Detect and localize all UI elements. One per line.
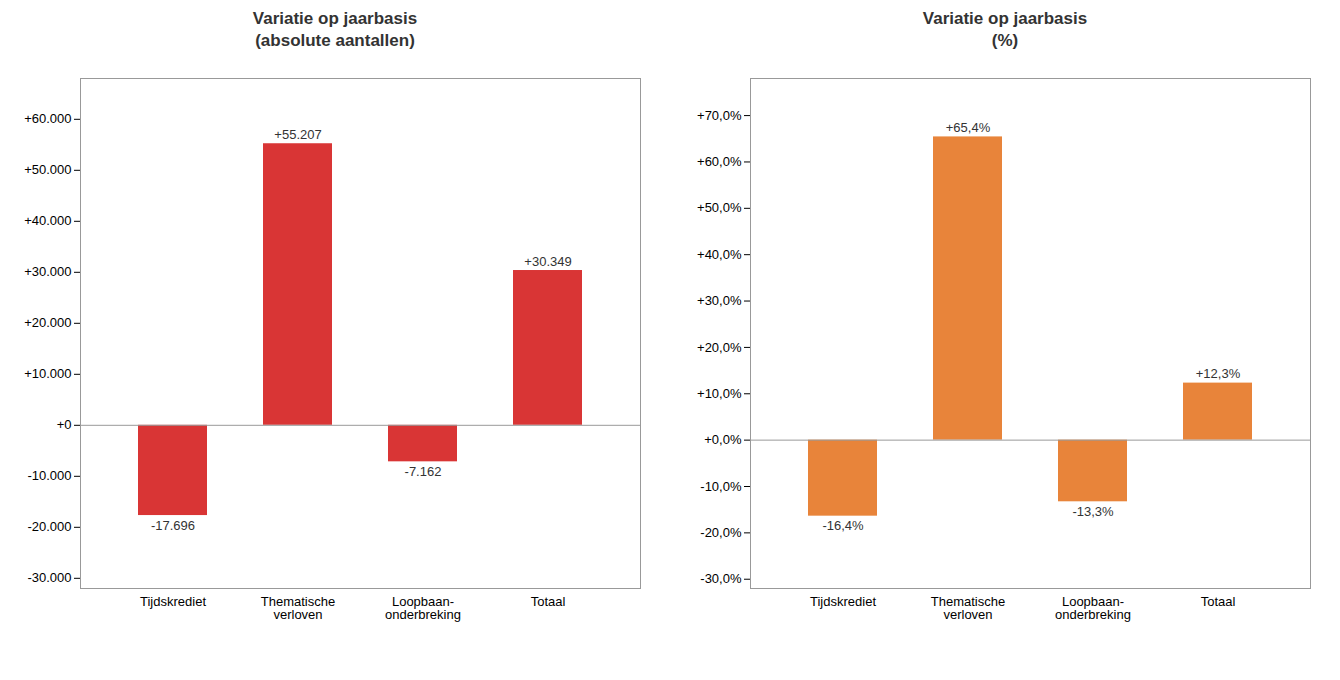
svg-text:-17.696: -17.696 <box>151 518 195 533</box>
svg-text:-7.162: -7.162 <box>405 464 442 479</box>
svg-text:Tijdskrediet: Tijdskrediet <box>810 594 876 609</box>
svg-text:+50.000: +50.000 <box>24 162 71 177</box>
svg-text:+50,0%: +50,0% <box>697 200 742 215</box>
svg-text:-16,4%: -16,4% <box>822 518 864 533</box>
svg-text:Loopbaan-onderbreking: Loopbaan-onderbreking <box>385 594 461 622</box>
svg-text:Totaal: Totaal <box>531 594 566 609</box>
svg-text:+20,0%: +20,0% <box>697 340 742 355</box>
svg-text:+30.000: +30.000 <box>24 264 71 279</box>
svg-text:Thematischeverloven: Thematischeverloven <box>931 594 1005 622</box>
svg-text:Tijdskrediet: Tijdskrediet <box>140 594 206 609</box>
svg-text:+30,0%: +30,0% <box>697 293 742 308</box>
svg-text:+12,3%: +12,3% <box>1196 366 1241 381</box>
svg-text:-13,3%: -13,3% <box>1072 504 1114 519</box>
svg-text:-10.000: -10.000 <box>27 468 71 483</box>
svg-text:Thematischeverloven: Thematischeverloven <box>261 594 335 622</box>
html-text:Variatie op jaarbasis (%): Variatie op jaarbasis (%) <box>922 9 1088 50</box>
svg-text:+10.000: +10.000 <box>24 366 71 381</box>
svg-text:-30,0%: -30,0% <box>700 571 742 586</box>
svg-text:-20,0%: -20,0% <box>700 525 742 540</box>
svg-text:+40,0%: +40,0% <box>697 247 742 262</box>
svg-text:+0,0%: +0,0% <box>704 432 742 447</box>
svg-text:+40.000: +40.000 <box>24 213 71 228</box>
svg-text:+10,0%: +10,0% <box>697 386 742 401</box>
svg-text:+30.349: +30.349 <box>524 254 571 269</box>
svg-text:+65,4%: +65,4% <box>946 120 991 135</box>
svg-text:Loopbaan-onderbreking: Loopbaan-onderbreking <box>1055 594 1131 622</box>
svg-text:-20.000: -20.000 <box>27 519 71 534</box>
svg-text:+20.000: +20.000 <box>24 315 71 330</box>
svg-text:-30.000: -30.000 <box>27 570 71 585</box>
svg-text:+55.207: +55.207 <box>274 127 321 142</box>
svg-text:+60.000: +60.000 <box>24 111 71 126</box>
svg-text:-10,0%: -10,0% <box>700 479 742 494</box>
svg-text:+60,0%: +60,0% <box>697 154 742 169</box>
svg-text:Totaal: Totaal <box>1201 594 1236 609</box>
svg-text:+0: +0 <box>57 417 72 432</box>
html-text:Variatie op jaarbasis (absolut: Variatie op jaarbasis (absolute aantalle… <box>252 9 418 50</box>
svg-text:+70,0%: +70,0% <box>697 108 742 123</box>
